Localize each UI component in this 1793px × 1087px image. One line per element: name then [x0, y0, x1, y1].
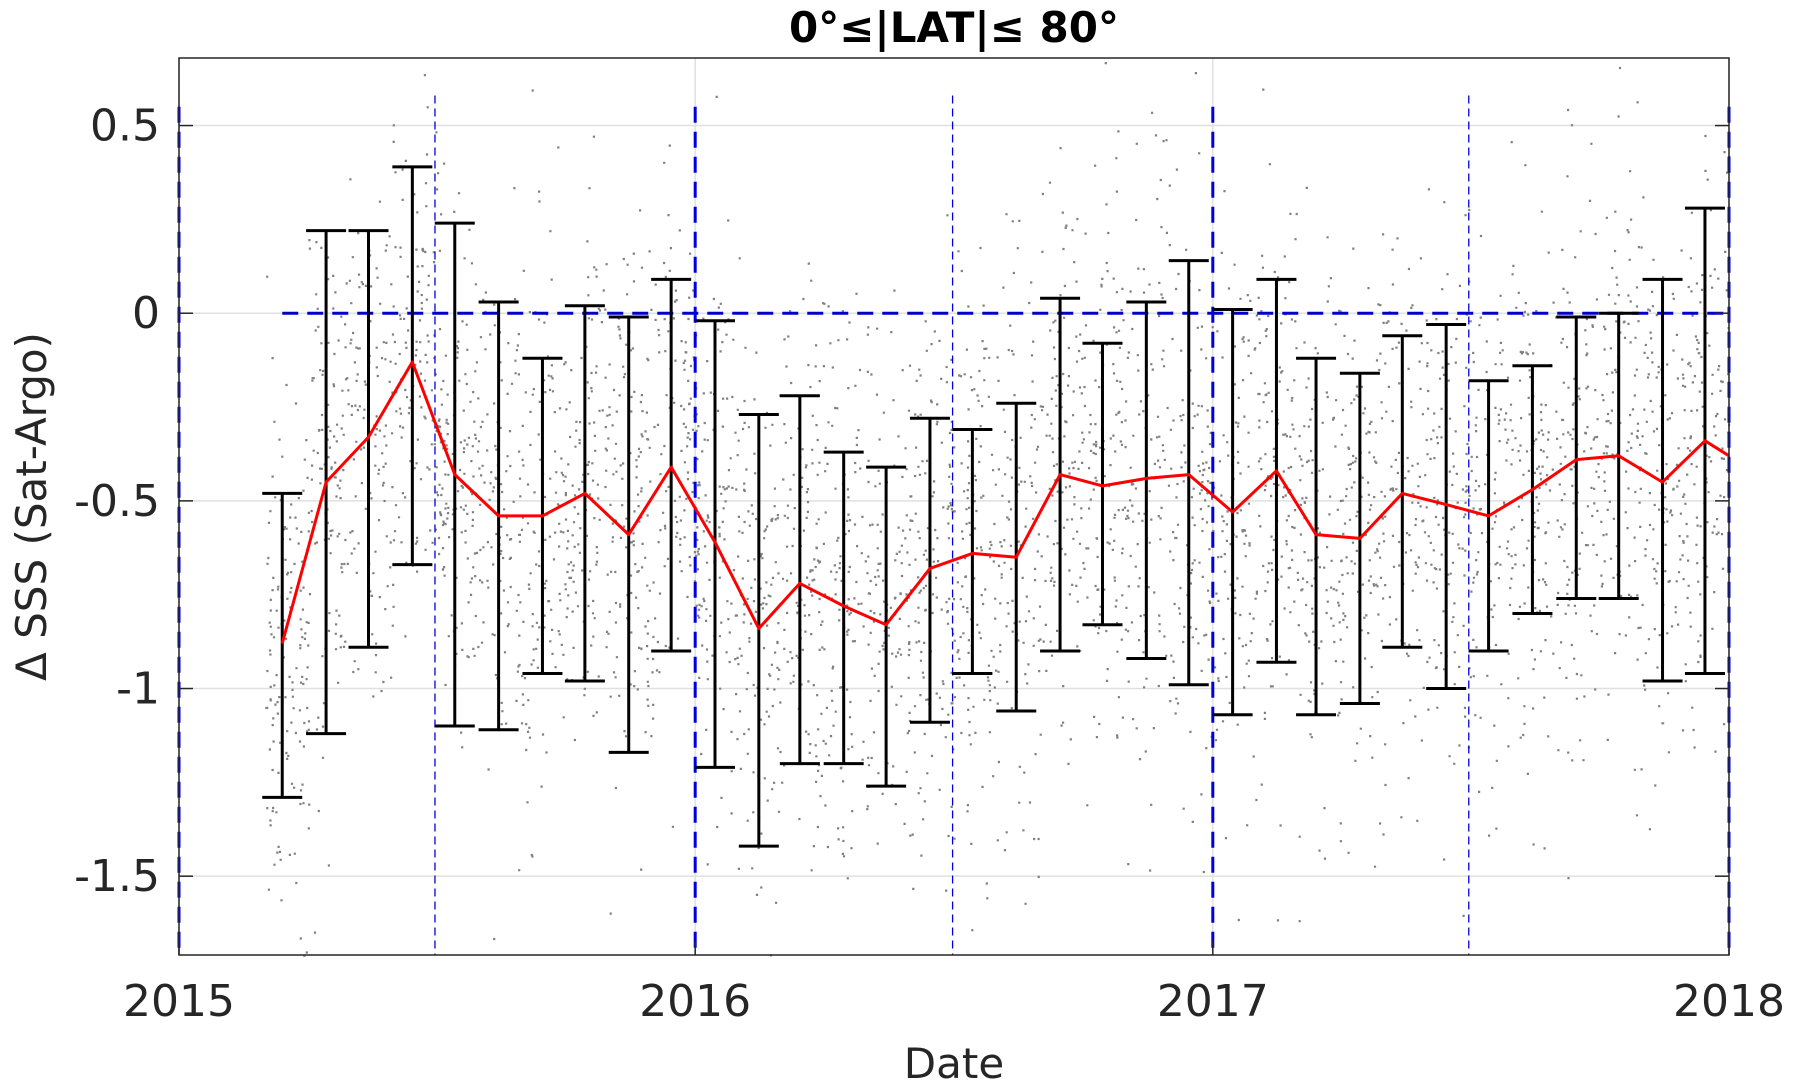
error-bar: [1556, 315, 1597, 600]
y-tick-label: 0.5: [90, 101, 160, 152]
x-tick-label: 2016: [639, 976, 751, 1027]
error-bar: [1082, 341, 1123, 627]
error-bar: [1296, 356, 1337, 717]
error-bars: [262, 165, 1725, 848]
plot-frame: [178, 57, 1730, 956]
axis-ticks: 2015 2016 2017 2018 0.5 0 -0.5 -1 -1.5: [74, 101, 1785, 1027]
chart-title: 0°≤|LAT|≤ 80°: [789, 3, 1119, 52]
x-tick-label: 2017: [1157, 976, 1269, 1027]
error-bar: [262, 491, 303, 799]
mean-line: [280, 360, 1730, 644]
scatter-cloud: [265, 62, 1731, 957]
error-bar: [866, 465, 907, 788]
error-bar: [1426, 322, 1467, 691]
error-bar: [1168, 259, 1209, 687]
error-bar: [823, 450, 864, 766]
error-bar: [1382, 334, 1423, 649]
x-tick-label: 2015: [123, 976, 235, 1027]
y-tick-label: -0.5: [74, 476, 160, 527]
error-bar: [952, 428, 993, 676]
y-tick-label: -1: [116, 664, 160, 715]
error-bar: [738, 413, 779, 848]
error-bar: [1126, 300, 1167, 661]
mean-line-path: [280, 360, 1730, 644]
x-tick-label: 2018: [1673, 976, 1785, 1027]
error-bar: [651, 277, 692, 653]
y-axis-label: Δ SSS (Sat-Argo): [7, 332, 56, 681]
y-tick-label: 0: [132, 288, 160, 339]
x-axis-label: Date: [904, 1039, 1004, 1087]
y-tick-label: -1.5: [74, 851, 160, 902]
error-bar: [779, 394, 820, 766]
scatter-points: [265, 62, 1731, 957]
